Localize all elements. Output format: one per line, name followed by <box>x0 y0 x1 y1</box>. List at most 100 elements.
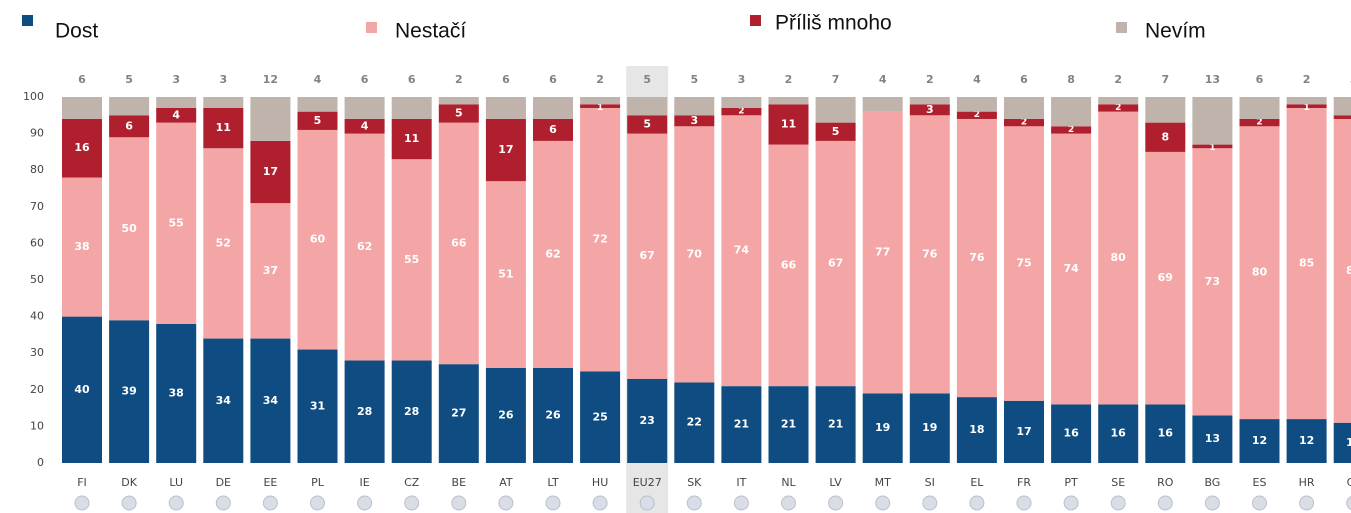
value-label: 2 <box>1115 103 1121 113</box>
bar-segment <box>1192 97 1233 145</box>
bar-segment <box>1098 404 1139 463</box>
flag-icon <box>1346 496 1351 510</box>
bar-segment <box>62 316 102 463</box>
value-label: 69 <box>1158 271 1173 284</box>
bar-segment <box>344 97 385 119</box>
bar-segment <box>485 367 526 463</box>
x-tick-label: CZ <box>404 476 420 489</box>
legend-swatch <box>366 22 377 33</box>
bar-segment <box>1286 97 1327 105</box>
value-label: 72 <box>592 233 607 246</box>
value-label: 1 <box>1303 103 1309 113</box>
value-label: 55 <box>169 216 184 229</box>
bar-segment <box>768 144 809 387</box>
x-tick-label: AT <box>499 476 513 489</box>
bar-segment <box>250 140 291 204</box>
value-label: 5 <box>643 73 651 86</box>
bar-segment <box>580 104 621 108</box>
value-label: 4 <box>973 73 981 86</box>
value-label: 8 <box>1067 73 1075 86</box>
bar-segment <box>721 107 762 116</box>
bar-segment <box>533 140 573 368</box>
x-tick-label: IT <box>736 476 746 489</box>
x-tick-label: CY <box>1347 476 1351 489</box>
value-label: 4 <box>361 119 369 132</box>
bar-segment <box>1051 404 1092 463</box>
bar-segment <box>485 118 526 182</box>
x-tick-label: SK <box>687 476 702 489</box>
bar-segment <box>1004 118 1044 127</box>
x-tick-label: EU27 <box>633 476 662 489</box>
value-label: 2 <box>1114 73 1122 86</box>
value-label: 6 <box>1256 73 1264 86</box>
x-tick-label: DE <box>216 476 231 489</box>
value-label: 11 <box>404 132 419 145</box>
flag-icon <box>922 495 938 511</box>
value-label: 6 <box>1020 73 1028 86</box>
bar-segment <box>391 360 432 463</box>
flag-icon <box>1252 495 1267 511</box>
flag-icon <box>686 495 702 511</box>
y-tick-label: 10 <box>30 419 44 432</box>
value-label: 37 <box>263 264 278 277</box>
bar-segment <box>250 97 291 141</box>
value-label: 28 <box>357 405 372 418</box>
bar-segment <box>1192 415 1233 463</box>
bar-segment <box>391 97 432 119</box>
bar-segment <box>674 126 715 383</box>
bar-segment <box>580 107 621 372</box>
bar-segment <box>768 104 809 145</box>
value-label: 12 <box>1299 434 1314 447</box>
value-label: 3 <box>690 114 698 127</box>
x-tick-label: SI <box>925 476 935 489</box>
bar-segment <box>580 371 621 463</box>
value-label: 76 <box>969 251 985 264</box>
bar-segment <box>109 137 150 321</box>
bar-segment <box>909 393 950 463</box>
bar-segment <box>580 97 621 105</box>
bar-segment <box>533 367 573 463</box>
bar-segment <box>485 97 526 119</box>
value-label: 50 <box>121 222 137 235</box>
x-tick-label: HR <box>1299 476 1315 489</box>
x-tick-label: LU <box>169 476 183 489</box>
value-label: 5 <box>832 125 840 138</box>
value-label: 76 <box>922 247 938 260</box>
bar-segment <box>203 97 244 108</box>
bar-segment <box>250 338 291 463</box>
x-tick-label: DK <box>121 476 137 489</box>
bar-segment <box>391 118 432 160</box>
bar-segment <box>203 148 244 339</box>
bar-segment <box>909 115 950 394</box>
value-label: 17 <box>263 165 278 178</box>
value-label: 1 <box>597 103 603 113</box>
value-label: 16 <box>74 141 90 154</box>
bar-segment <box>297 129 338 350</box>
bar-segment <box>438 364 479 463</box>
value-label: 21 <box>734 418 749 431</box>
y-tick-label: 90 <box>30 127 44 140</box>
bar-segment <box>862 393 903 463</box>
legend-swatch <box>1116 22 1127 33</box>
x-tick-label: BE <box>452 476 467 489</box>
value-label: 13 <box>1205 432 1220 445</box>
value-label: 2 <box>596 73 604 86</box>
bar-segment <box>627 97 668 116</box>
value-label: 31 <box>310 399 325 412</box>
value-label: 26 <box>498 408 514 421</box>
bar-segment <box>1004 400 1044 463</box>
value-label: 62 <box>545 247 560 260</box>
value-label: 4 <box>172 108 180 121</box>
bar-segment <box>815 140 856 387</box>
bar-segment <box>1051 97 1092 127</box>
bar-segment <box>721 97 762 108</box>
flag-icon <box>121 495 137 511</box>
bar-segment <box>485 181 526 368</box>
value-label: 2 <box>1021 117 1027 127</box>
value-label: 21 <box>828 418 843 431</box>
x-tick-label: LT <box>547 476 559 489</box>
bar-segment <box>438 122 479 365</box>
flag-icon <box>1204 495 1220 511</box>
value-label: 62 <box>357 240 372 253</box>
